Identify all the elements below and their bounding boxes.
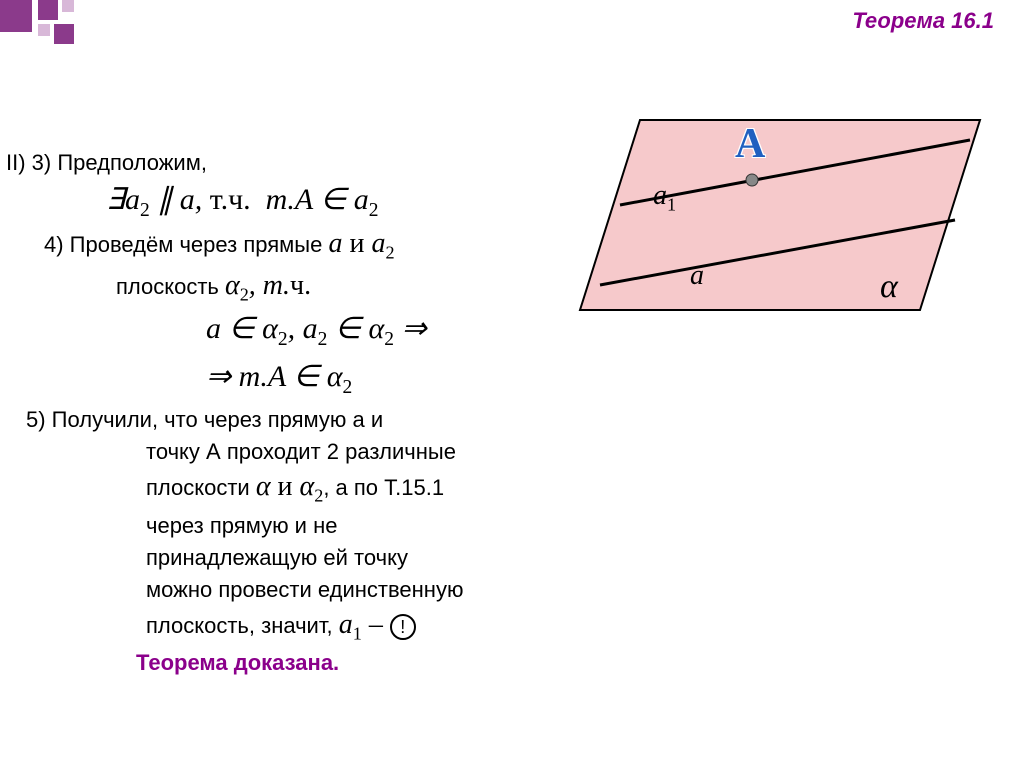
step4-text-a: 4) Проведём через прямые xyxy=(44,232,328,257)
step4-math2: ⇒ m.A ∈ α2 xyxy=(206,359,556,399)
step4-text-b: плоскость xyxy=(116,274,225,299)
step4-math1: a ∈ α2, a2 ∈ α2 ⇒ xyxy=(206,311,556,351)
diagram-svg xyxy=(560,110,1000,330)
step5-l3c: , а по Т.15.1 xyxy=(323,475,444,500)
proof-content: II) 3) Предположим, ∃a2 ∥ a, т.ч. m.A ∈ … xyxy=(6,150,556,676)
step5-l7a: плоскость, значит, xyxy=(146,613,339,638)
exclamation-circle-icon: ! xyxy=(390,614,416,640)
conclusion: Теорема доказана. xyxy=(136,650,556,676)
plane-diagram: A a1 a α xyxy=(560,110,1000,350)
step5-l5: принадлежащую ей точку xyxy=(146,545,556,571)
step5-l7: плоскость, значит, a1 – ! xyxy=(146,609,556,645)
step5-l3a: плоскости xyxy=(146,475,256,500)
theorem-title: Теорема 16.1 xyxy=(852,8,994,34)
label-a1: a1 xyxy=(653,180,676,216)
point-A-label: A xyxy=(735,120,765,168)
label-alpha: α xyxy=(880,268,898,306)
step4-line1: 4) Проведём через прямые a и a2 xyxy=(44,228,556,264)
step5-l4: через прямую и не xyxy=(146,513,556,539)
step5-l6: можно провести единственную xyxy=(146,577,556,603)
step3-math: ∃a2 ∥ a, т.ч. m.A ∈ a2 xyxy=(106,182,556,222)
step5-l1: 5) Получили, что через прямую а и xyxy=(26,407,556,433)
step5-l3: плоскости α и α2, а по Т.15.1 xyxy=(146,471,556,507)
step3-text: II) 3) Предположим, xyxy=(6,150,556,176)
step5-l2: точку А проходит 2 различные xyxy=(146,439,556,465)
point-A xyxy=(746,174,758,186)
step4-line2: плоскость α2, m.ч. xyxy=(116,270,556,306)
label-a: a xyxy=(690,260,704,292)
